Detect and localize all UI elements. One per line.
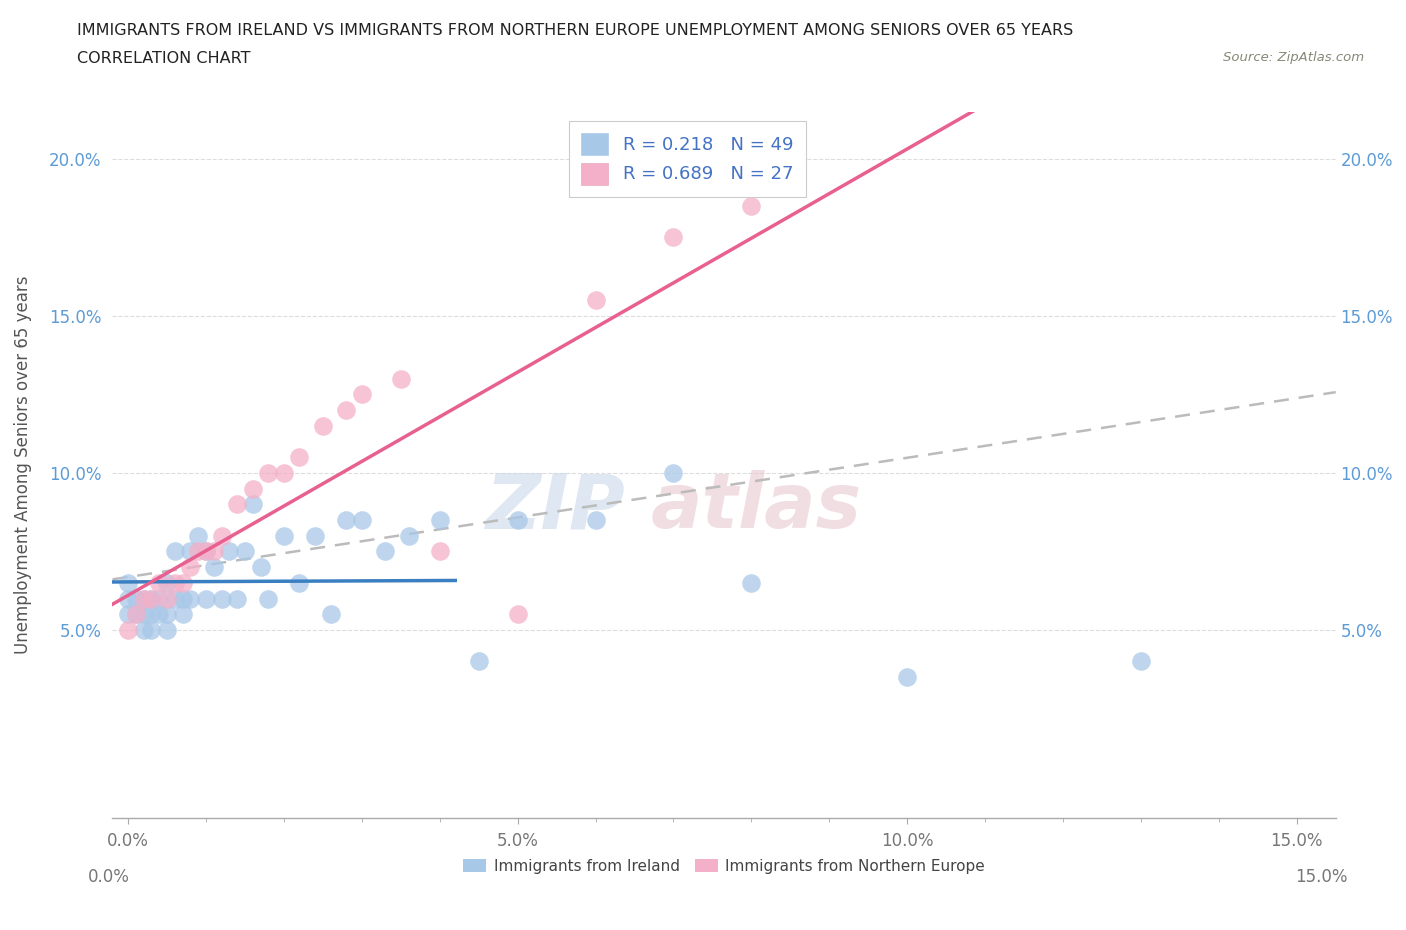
Point xyxy=(132,606,155,621)
Point xyxy=(662,230,685,245)
Point xyxy=(163,576,186,591)
Point xyxy=(429,544,451,559)
Text: atlas: atlas xyxy=(651,471,862,544)
Point xyxy=(156,591,179,606)
Point xyxy=(148,606,170,621)
Point xyxy=(288,450,311,465)
Point xyxy=(125,591,148,606)
Point xyxy=(117,576,139,591)
Point xyxy=(585,512,607,527)
Point xyxy=(148,591,170,606)
Point xyxy=(132,622,155,637)
Point xyxy=(132,591,155,606)
Point xyxy=(226,497,249,512)
Text: 15.0%: 15.0% xyxy=(1295,868,1348,886)
Point xyxy=(179,591,201,606)
Point xyxy=(156,606,179,621)
Text: Source: ZipAtlas.com: Source: ZipAtlas.com xyxy=(1223,51,1364,64)
Point xyxy=(585,293,607,308)
Point xyxy=(242,497,264,512)
Point xyxy=(125,606,148,621)
Point xyxy=(350,387,373,402)
Point xyxy=(156,576,179,591)
Point xyxy=(288,576,311,591)
Point xyxy=(187,544,209,559)
Point xyxy=(163,544,186,559)
Point xyxy=(172,606,194,621)
Point xyxy=(141,606,163,621)
Point xyxy=(117,622,139,637)
Text: CORRELATION CHART: CORRELATION CHART xyxy=(77,51,250,66)
Point xyxy=(194,591,217,606)
Point xyxy=(141,591,163,606)
Point xyxy=(125,606,148,621)
Text: 0.0%: 0.0% xyxy=(89,868,129,886)
Point xyxy=(117,606,139,621)
Point xyxy=(335,512,357,527)
Point xyxy=(335,403,357,418)
Point xyxy=(467,654,489,669)
Point xyxy=(312,418,335,433)
Point xyxy=(257,591,280,606)
Point xyxy=(374,544,396,559)
Point xyxy=(226,591,249,606)
Point xyxy=(257,465,280,480)
Point xyxy=(398,528,420,543)
Point xyxy=(172,591,194,606)
Point xyxy=(194,544,217,559)
Point xyxy=(740,198,762,213)
Point xyxy=(179,560,201,575)
Point xyxy=(194,544,217,559)
Point xyxy=(202,560,225,575)
Point xyxy=(141,591,163,606)
Point xyxy=(172,576,194,591)
Point xyxy=(132,591,155,606)
Text: IMMIGRANTS FROM IRELAND VS IMMIGRANTS FROM NORTHERN EUROPE UNEMPLOYMENT AMONG SE: IMMIGRANTS FROM IRELAND VS IMMIGRANTS FR… xyxy=(77,23,1074,38)
Point xyxy=(202,544,225,559)
Point xyxy=(233,544,256,559)
Point xyxy=(662,465,685,480)
Point xyxy=(1129,654,1152,669)
Point xyxy=(896,670,918,684)
Point xyxy=(506,606,529,621)
Point xyxy=(319,606,342,621)
Point xyxy=(304,528,326,543)
Text: ZIP: ZIP xyxy=(486,471,626,544)
Point xyxy=(740,576,762,591)
Legend: Immigrants from Ireland, Immigrants from Northern Europe: Immigrants from Ireland, Immigrants from… xyxy=(456,851,993,882)
Point xyxy=(117,591,139,606)
Point xyxy=(389,371,412,386)
Point xyxy=(187,528,209,543)
Point xyxy=(242,481,264,496)
Point xyxy=(429,512,451,527)
Point xyxy=(350,512,373,527)
Point xyxy=(211,591,233,606)
Point xyxy=(156,622,179,637)
Point xyxy=(249,560,271,575)
Point xyxy=(179,544,201,559)
Point xyxy=(506,512,529,527)
Y-axis label: Unemployment Among Seniors over 65 years: Unemployment Among Seniors over 65 years xyxy=(14,276,32,654)
Point xyxy=(273,528,295,543)
Point xyxy=(211,528,233,543)
Point xyxy=(273,465,295,480)
Point xyxy=(141,622,163,637)
Point xyxy=(218,544,240,559)
Point xyxy=(148,576,170,591)
Point xyxy=(163,591,186,606)
